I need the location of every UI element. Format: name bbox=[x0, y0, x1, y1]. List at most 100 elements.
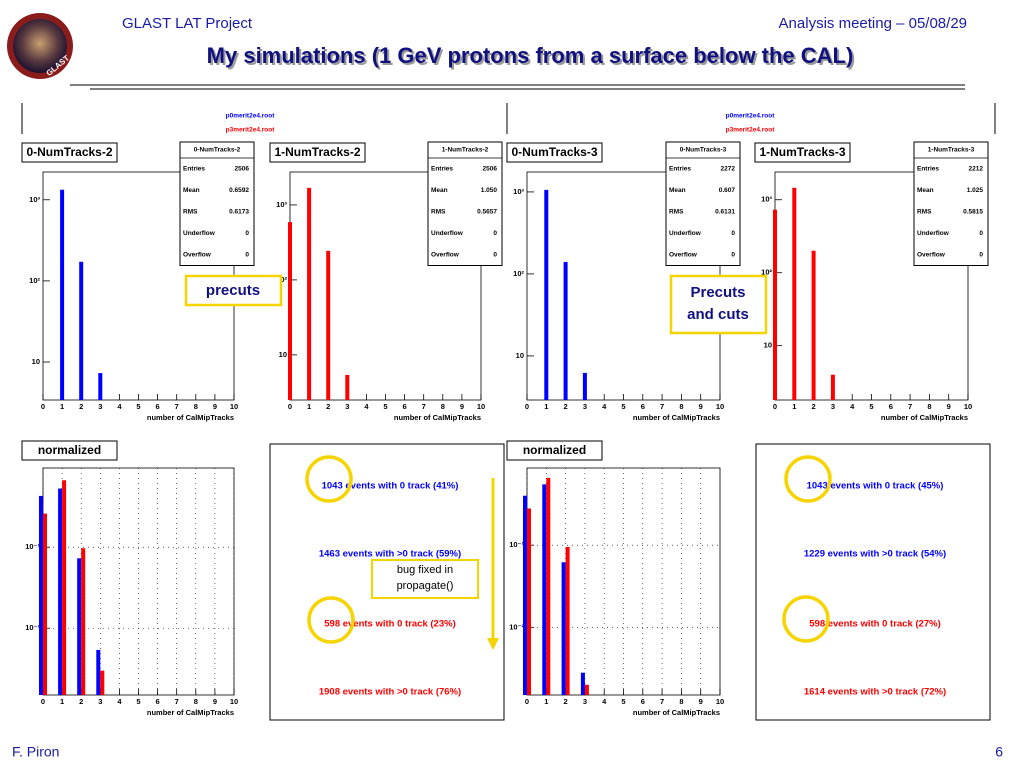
summary-line: 1043 events with 0 track (41%) bbox=[322, 481, 459, 492]
y-tick-label: 10² bbox=[29, 276, 40, 285]
hist-title-box bbox=[21, 142, 118, 163]
stats-title: 1-NumTracks-3 bbox=[928, 147, 975, 154]
summary-line: 1463 events with >0 track (59%) bbox=[319, 549, 461, 560]
x-tick-label: 1 bbox=[60, 697, 64, 706]
x-tick-label: 3 bbox=[98, 402, 102, 411]
stats-value: 0.6592 bbox=[229, 187, 249, 194]
x-tick-label: 7 bbox=[175, 402, 179, 411]
y-tick-label: 10² bbox=[761, 268, 772, 277]
x-tick-label: 1 bbox=[60, 402, 64, 411]
file-legend: p0merit2e4.root bbox=[226, 113, 276, 120]
x-tick-label: 4 bbox=[602, 697, 607, 706]
x-tick-label: 4 bbox=[117, 402, 122, 411]
bar bbox=[345, 374, 350, 400]
hist-title: normalized bbox=[523, 443, 586, 457]
x-tick-label: 3 bbox=[345, 402, 349, 411]
x-tick-label: 0 bbox=[288, 402, 292, 411]
stats-label: Mean bbox=[917, 187, 934, 194]
bar bbox=[77, 558, 82, 695]
hist-title: 0-NumTracks-2 bbox=[26, 145, 112, 159]
summary-line: 598 events with 0 track (27%) bbox=[809, 619, 940, 630]
x-tick-label: 6 bbox=[641, 402, 645, 411]
x-tick-label: 2 bbox=[326, 402, 330, 411]
stats-label: RMS bbox=[431, 208, 446, 215]
stats-label: Mean bbox=[183, 187, 200, 194]
stats-label: Overflow bbox=[431, 251, 460, 258]
y-tick-label: 10 bbox=[516, 351, 524, 360]
hist-title: 1-NumTracks-2 bbox=[274, 145, 360, 159]
bar bbox=[584, 684, 589, 695]
stats-label: Overflow bbox=[917, 251, 946, 258]
stats-label: Entries bbox=[669, 165, 691, 172]
stats-label: RMS bbox=[917, 208, 932, 215]
x-tick-label: 4 bbox=[602, 402, 607, 411]
x-tick-label: 9 bbox=[460, 402, 464, 411]
bar bbox=[542, 484, 547, 695]
x-tick-label: 6 bbox=[403, 402, 407, 411]
stats-value: 0.607 bbox=[719, 187, 736, 194]
summary-line: 598 events with 0 track (23%) bbox=[324, 619, 455, 630]
stats-value: 0.5815 bbox=[963, 208, 983, 215]
x-tick-label: 5 bbox=[383, 402, 387, 411]
x-tick-label: 7 bbox=[422, 402, 426, 411]
bar bbox=[60, 189, 65, 400]
x-tick-label: 8 bbox=[194, 697, 198, 706]
stats-box bbox=[427, 141, 503, 266]
summary-line: 1229 events with >0 track (54%) bbox=[804, 549, 946, 560]
y-tick-label: 10⁻¹ bbox=[25, 542, 40, 551]
x-tick-label: 9 bbox=[699, 697, 703, 706]
y-tick-label: 10² bbox=[513, 269, 524, 278]
stats-label: Overflow bbox=[183, 251, 212, 258]
bar bbox=[62, 480, 67, 695]
x-tick-label: 10 bbox=[230, 697, 238, 706]
summary-line: 1043 events with 0 track (45%) bbox=[807, 481, 944, 492]
annotation-box bbox=[371, 559, 479, 599]
bar bbox=[523, 495, 527, 695]
x-tick-label: 7 bbox=[660, 697, 664, 706]
bar bbox=[561, 562, 566, 695]
stats-value: 0 bbox=[245, 251, 249, 258]
x-tick-label: 9 bbox=[213, 402, 217, 411]
x-tick-label: 1 bbox=[307, 402, 311, 411]
bar bbox=[39, 495, 43, 695]
stats-title: 0-NumTracks-2 bbox=[194, 147, 241, 154]
title: My simulations (1 GeV protons from a sur… bbox=[207, 43, 854, 68]
x-tick-label: 2 bbox=[564, 402, 568, 411]
bar bbox=[792, 187, 797, 400]
stats-value: 0 bbox=[979, 230, 983, 237]
stats-value: 2272 bbox=[721, 165, 736, 172]
x-tick-label: 6 bbox=[156, 697, 160, 706]
stats-label: Underflow bbox=[917, 230, 950, 237]
bar bbox=[563, 261, 568, 400]
plot-frame bbox=[526, 467, 721, 696]
stats-title: 1-NumTracks-2 bbox=[442, 147, 489, 154]
bar bbox=[326, 250, 331, 400]
bar bbox=[307, 187, 312, 400]
hist-title: 0-NumTracks-3 bbox=[511, 145, 597, 159]
logo-disc bbox=[13, 19, 67, 73]
highlight-circle bbox=[782, 595, 830, 643]
x-tick-label: 7 bbox=[908, 402, 912, 411]
stats-label: Entries bbox=[431, 165, 453, 172]
annotation: propagate() bbox=[397, 580, 454, 592]
y-tick-label: 10⁻¹ bbox=[509, 540, 524, 549]
x-tick-label: 0 bbox=[41, 697, 45, 706]
x-tick-label: 9 bbox=[699, 402, 703, 411]
bar bbox=[811, 250, 816, 400]
x-tick-label: 0 bbox=[525, 697, 529, 706]
x-tick-label: 5 bbox=[621, 402, 625, 411]
x-tick-label: 6 bbox=[889, 402, 893, 411]
stats-value: 0 bbox=[731, 251, 735, 258]
x-tick-label: 8 bbox=[679, 697, 683, 706]
x-tick-label: 3 bbox=[583, 402, 587, 411]
stats-value: 0.6131 bbox=[715, 208, 735, 215]
x-tick-label: 4 bbox=[850, 402, 855, 411]
stats-value: 0 bbox=[731, 230, 735, 237]
annotation-box bbox=[184, 274, 283, 307]
y-tick-label: 10³ bbox=[29, 195, 40, 204]
x-tick-label: 6 bbox=[156, 402, 160, 411]
x-tick-label: 0 bbox=[773, 402, 777, 411]
bar bbox=[544, 189, 549, 400]
y-tick-label: 10³ bbox=[276, 200, 287, 209]
